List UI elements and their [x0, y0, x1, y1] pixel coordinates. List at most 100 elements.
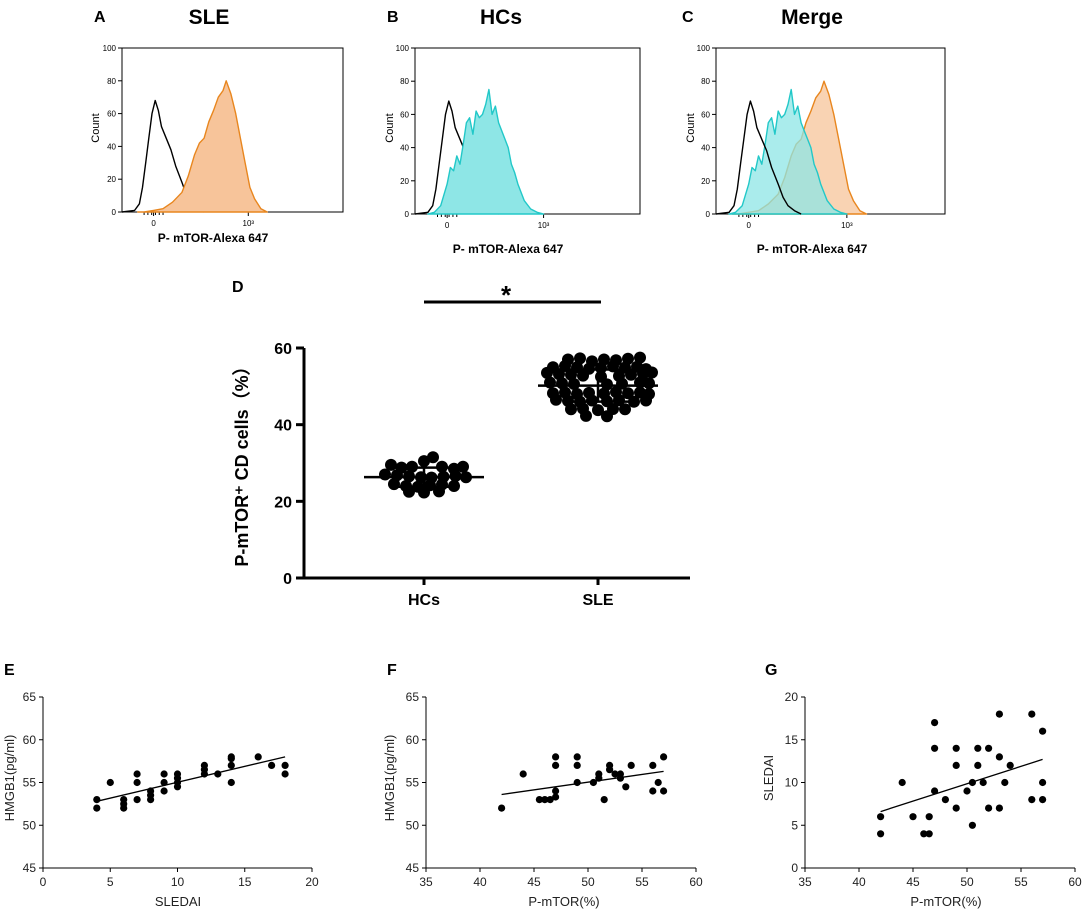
- data-point-sle: [643, 377, 655, 390]
- x-tick-label: 0: [746, 221, 751, 230]
- panel-c-histogram: C Merge Count P- mTOR-Alexa 647 0 20 40 60 8…: [682, 6, 946, 256]
- y-tick-label: 60: [701, 110, 710, 119]
- data-point: [925, 830, 933, 838]
- y-tick-label: 60: [400, 110, 409, 119]
- data-point: [541, 796, 549, 804]
- panel-f-xlabel: P-mTOR(%): [528, 894, 599, 909]
- data-point-sle: [619, 403, 631, 416]
- data-point-sle: [550, 393, 562, 406]
- data-point-sle: [625, 368, 637, 381]
- category-label-sle: SLE: [582, 592, 613, 609]
- y-tick-label: 60: [406, 733, 420, 747]
- data-point: [1039, 796, 1047, 804]
- panel-g-xlabel: P-mTOR(%): [910, 894, 981, 909]
- panel-c-ylabel: Count: [685, 113, 697, 142]
- x-tick-label: 0: [40, 875, 47, 889]
- panel-d-dotplot: D P-mTOR⁺ CD cells（%） * 0 20 40 60 HCs SLE: [232, 279, 690, 609]
- data-point-sle: [541, 366, 553, 379]
- data-point: [281, 761, 289, 770]
- regression-line: [96, 756, 286, 802]
- data-point: [227, 778, 235, 787]
- data-point-hcs: [418, 486, 430, 499]
- x-tick-label: 60: [689, 875, 703, 889]
- data-point: [611, 770, 619, 778]
- y-tick-label: 0: [791, 861, 798, 875]
- data-point: [160, 778, 168, 787]
- histogram-hcs-series: [728, 88, 848, 215]
- data-point: [133, 770, 141, 778]
- y-tick-label: 20: [274, 494, 292, 511]
- data-point: [535, 796, 544, 804]
- y-tick-label: 0: [405, 210, 410, 219]
- panel-a-histogram: A SLE Count P- mTOR-Alexa 647 0 20 40 60 80 1…: [90, 6, 344, 245]
- data-point: [552, 787, 560, 795]
- x-tick-label: 10: [171, 875, 185, 889]
- y-tick-label: 20: [400, 177, 409, 186]
- data-point: [877, 813, 885, 821]
- x-tick-label: 40: [473, 875, 487, 889]
- y-tick-label: 80: [107, 77, 116, 86]
- data-point-sle: [601, 410, 613, 423]
- data-point: [627, 761, 635, 770]
- y-tick-label: 80: [701, 77, 710, 86]
- data-point-hcs: [379, 468, 391, 481]
- x-tick-label: 55: [635, 875, 649, 889]
- data-point: [200, 761, 208, 770]
- data-point: [227, 755, 235, 763]
- data-point: [173, 770, 182, 778]
- x-tick-label: 5: [107, 875, 114, 889]
- data-point-sle: [622, 387, 634, 400]
- data-point: [133, 796, 141, 804]
- y-tick-label: 100: [103, 44, 117, 53]
- y-tick-label: 100: [396, 44, 410, 53]
- y-tick-label: 5: [791, 818, 798, 832]
- data-point: [909, 813, 917, 821]
- data-point-sle: [568, 378, 580, 390]
- x-tick-label: 15: [238, 875, 252, 889]
- data-point: [254, 753, 262, 761]
- panel-a-ylabel: Count: [90, 113, 102, 142]
- data-point: [1028, 710, 1036, 718]
- x-tick-label: 20: [305, 875, 319, 889]
- data-point: [552, 793, 560, 801]
- data-point: [931, 787, 939, 795]
- data-point-hcs: [427, 451, 439, 464]
- data-point-hcs: [388, 478, 400, 491]
- x-tick-label: 55: [1014, 875, 1028, 889]
- data-point: [1001, 778, 1009, 787]
- data-point-sle: [640, 394, 652, 407]
- x-tick-label: 35: [419, 875, 433, 889]
- data-point: [546, 796, 554, 804]
- panel-letter-e: E: [4, 662, 15, 679]
- panel-letter-c: C: [682, 9, 694, 26]
- data-point: [606, 766, 614, 774]
- category-label-hcs: HCs: [408, 592, 440, 609]
- data-point: [660, 787, 668, 795]
- y-tick-label: 20: [701, 177, 710, 186]
- data-point: [552, 761, 560, 770]
- data-point: [974, 744, 982, 752]
- x-tick-label: 35: [798, 875, 812, 889]
- data-point: [649, 761, 657, 770]
- y-tick-label: 55: [23, 776, 37, 790]
- data-point: [498, 804, 506, 812]
- y-tick-label: 60: [274, 341, 292, 358]
- panel-b-ylabel: Count: [384, 113, 396, 142]
- data-point-sle: [646, 366, 658, 379]
- data-point: [133, 778, 141, 787]
- x-tick-label: 50: [581, 875, 595, 889]
- x-tick-label: 40: [852, 875, 866, 889]
- y-tick-label: 50: [406, 818, 420, 832]
- data-point: [968, 821, 977, 829]
- panel-letter-f: F: [387, 662, 397, 679]
- y-tick-label: 10: [785, 776, 799, 790]
- data-point-hcs: [457, 460, 469, 473]
- data-point: [160, 787, 168, 795]
- regression-line: [501, 770, 664, 796]
- data-point-hcs: [403, 485, 415, 498]
- panel-d-ylabel: P-mTOR⁺ CD cells（%）: [232, 357, 252, 566]
- histogram-control-series: [715, 100, 802, 215]
- y-tick-label: 40: [400, 144, 409, 153]
- data-point-sle: [577, 369, 589, 382]
- data-point: [995, 753, 1004, 761]
